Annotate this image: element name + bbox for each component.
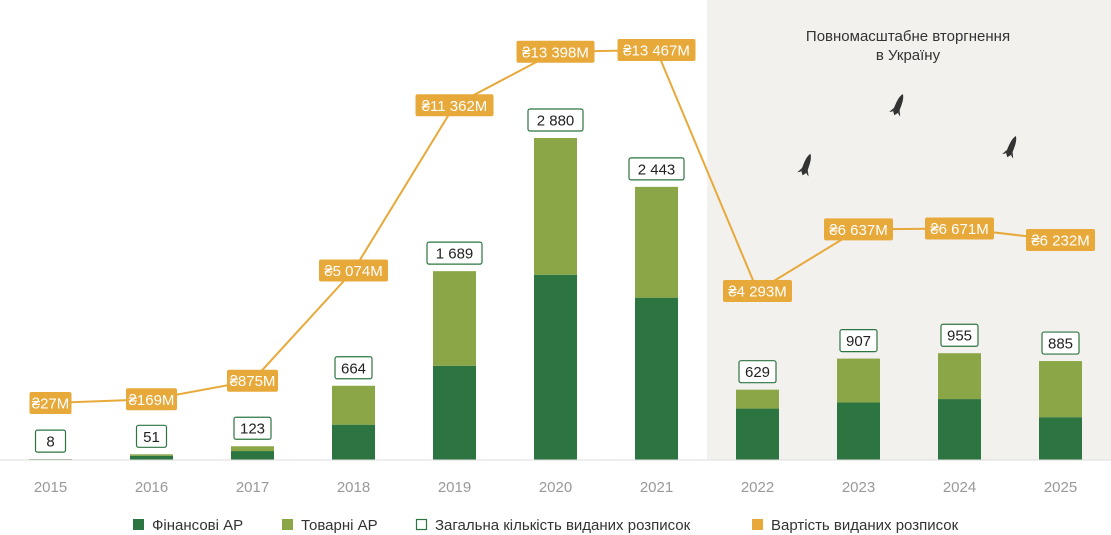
svg-text:₴27M: ₴27M [32,396,70,413]
bar-financial-2021 [635,297,678,460]
bar-financial-2019 [433,365,476,460]
bar-goods-2019 [433,271,476,366]
total-label-2015: 8 [34,429,67,453]
svg-text:₴875M: ₴875M [230,373,276,390]
value-label-2025: ₴6 232M [1026,229,1095,252]
legend-swatch [282,519,293,530]
x-tick-2022: 2022 [741,479,774,496]
total-label-2022: 629 [738,360,777,384]
total-label-2016: 51 [135,424,168,448]
missile-icon [889,93,904,117]
bar-goods-2025 [1039,361,1082,418]
legend-label: Вартість виданих розписок [771,517,959,534]
value-label-2015: ₴27M [29,392,72,414]
missile-icon [1002,135,1017,159]
legend-item-financial: Фінансові АР [133,517,243,534]
bar-goods-2021 [635,186,678,298]
x-tick-2016: 2016 [135,479,168,496]
svg-text:₴13 467M: ₴13 467M [623,43,690,60]
total-label-2023: 907 [839,328,878,353]
annotation-line: в Україну [876,47,941,64]
x-tick-2019: 2019 [438,479,471,496]
svg-text:₴4 293M: ₴4 293M [728,283,786,300]
missile-icon [797,153,811,177]
bar-financial-2017 [231,451,274,460]
bar-goods-2016 [130,454,173,456]
bar-financial-2016 [130,455,173,460]
value-label-2020: ₴13 398M [516,40,595,63]
value-label-2022: ₴4 293M [723,279,792,302]
value-label-2019: ₴11 362M [415,94,494,117]
x-tick-2018: 2018 [337,479,370,496]
bar-goods-2018 [332,385,375,425]
svg-text:2 443: 2 443 [638,161,676,178]
bar-goods-2017 [231,446,274,452]
value-label-2017: ₴875M [227,369,278,392]
svg-text:907: 907 [846,333,871,350]
x-tick-2025: 2025 [1044,479,1077,496]
svg-text:664: 664 [341,360,366,377]
value-label-2016: ₴169M [126,388,177,411]
bar-financial-2023 [837,402,880,460]
x-tick-2024: 2024 [943,479,976,496]
legend-item-value: Вартість виданих розписок [752,517,959,534]
total-label-2019: 1 689 [426,241,483,265]
value-label-2023: ₴6 637M [824,218,893,241]
svg-text:51: 51 [143,429,160,446]
legend-label: Загальна кількість виданих розписок [435,517,691,534]
x-tick-2015: 2015 [34,479,67,496]
bar-financial-2022 [736,408,779,460]
svg-text:8: 8 [46,434,54,451]
bar-financial-2018 [332,424,375,460]
svg-text:₴13 398M: ₴13 398M [522,44,589,61]
bar-financial-2025 [1039,417,1082,460]
svg-text:₴6 671M: ₴6 671M [930,221,988,238]
total-label-2017: 123 [233,416,272,440]
total-label-2024: 955 [940,323,979,347]
svg-text:885: 885 [1048,336,1073,353]
bar-goods-2022 [736,389,779,409]
svg-text:955: 955 [947,328,972,345]
legend-swatch [415,518,428,531]
bar-goods-2020 [534,138,577,275]
total-label-2021: 2 443 [628,157,685,181]
bar-goods-2023 [837,358,880,403]
value-label-2018: ₴5 074M [319,259,388,282]
legend-label: Товарні АР [301,517,378,534]
legend-label: Фінансові АР [152,517,243,534]
value-label-2021: ₴13 467M [617,39,696,61]
value-label-2024: ₴6 671M [925,217,994,240]
svg-text:1 689: 1 689 [436,246,474,263]
x-tick-2020: 2020 [539,479,572,496]
x-tick-2017: 2017 [236,479,269,496]
svg-text:2 880: 2 880 [537,113,575,130]
bar-financial-2020 [534,274,577,460]
annotation-line: Повномасштабне вторгнення [806,28,1010,45]
total-label-2025: 885 [1041,331,1080,355]
total-label-2020: 2 880 [527,108,584,132]
legend-swatch [752,519,763,530]
x-tick-2021: 2021 [640,479,673,496]
svg-text:₴11 362M: ₴11 362M [422,98,488,115]
total-label-2018: 664 [334,356,373,380]
bar-financial-2024 [938,399,981,460]
legend-item-total: Загальна кількість виданих розписок [415,517,691,534]
svg-text:₴169M: ₴169M [129,392,175,409]
x-tick-2023: 2023 [842,479,875,496]
legend-swatch [133,519,144,530]
bar-goods-2024 [938,353,981,400]
svg-text:123: 123 [240,421,265,438]
svg-text:629: 629 [745,364,770,381]
legend-item-goods: Товарні АР [282,517,378,534]
svg-text:₴5 074M: ₴5 074M [324,263,382,280]
svg-text:₴6 637M: ₴6 637M [829,222,887,239]
svg-text:₴6 232M: ₴6 232M [1031,233,1089,250]
